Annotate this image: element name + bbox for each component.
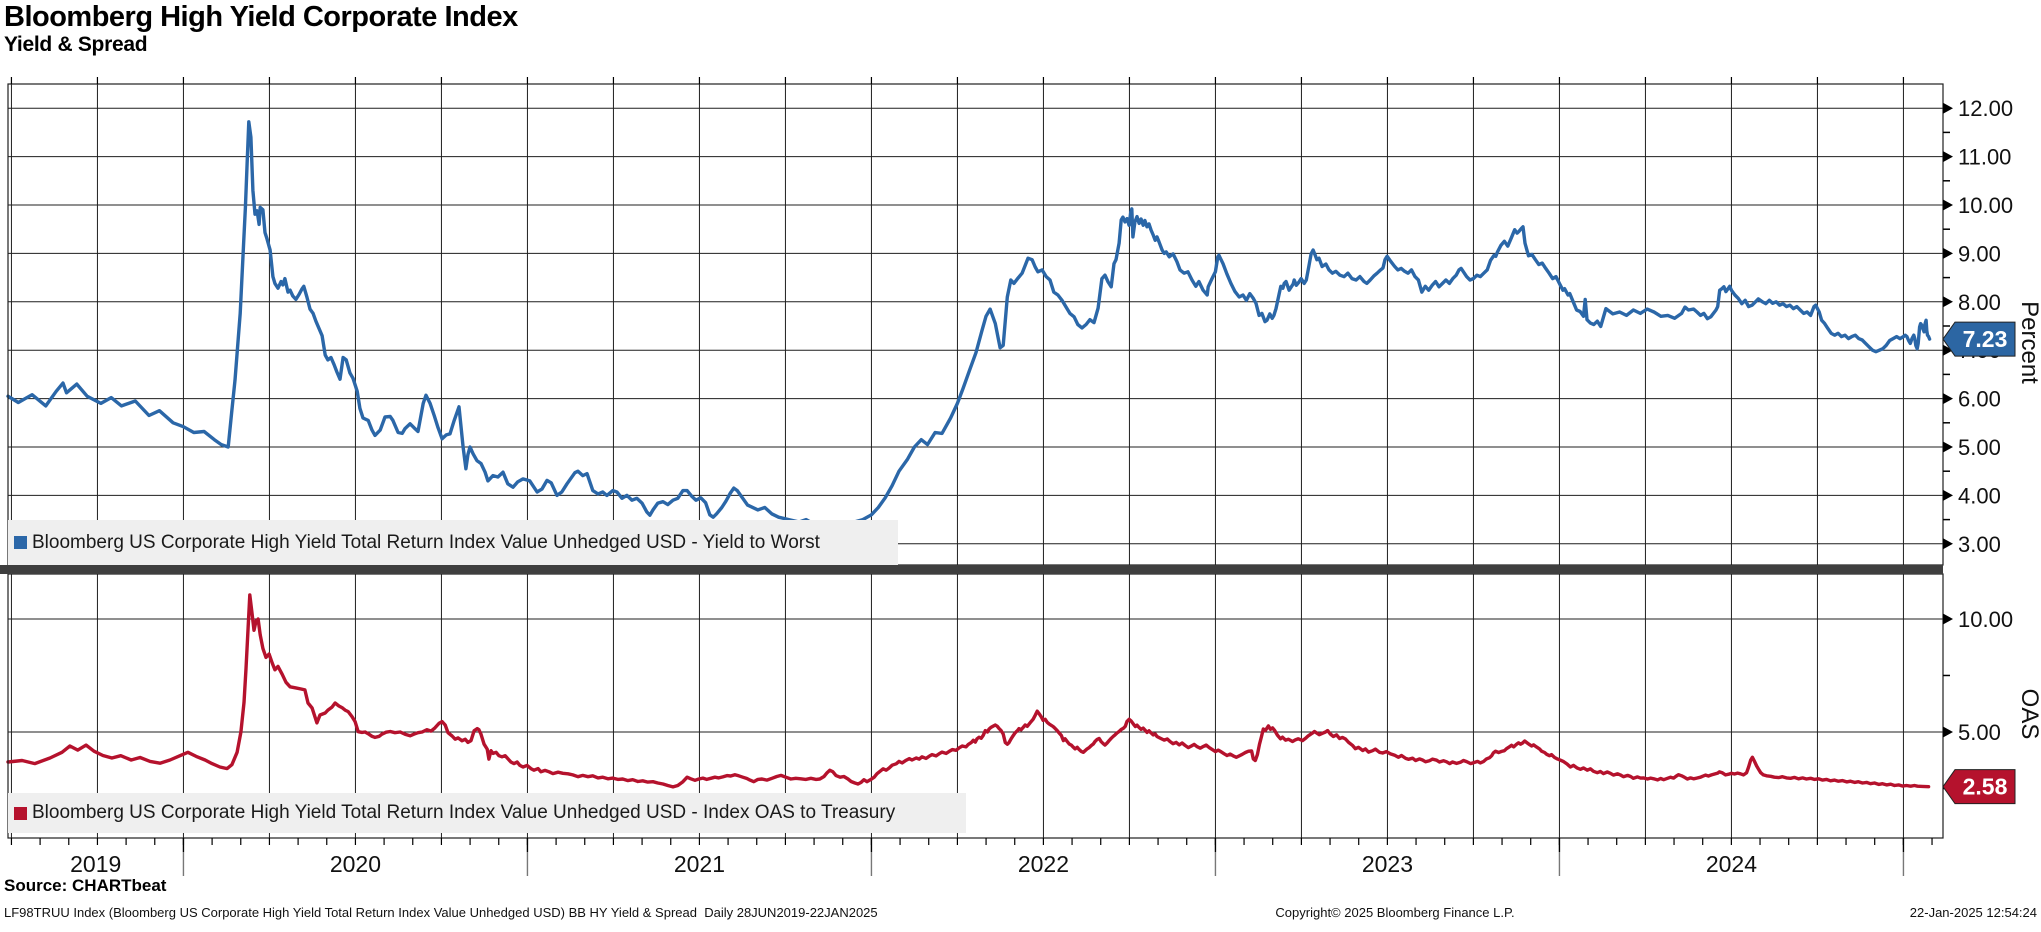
y-tick-arrow-icon — [1943, 296, 1953, 308]
y-tick-arrow-icon — [1943, 199, 1953, 211]
y-tick-arrow-icon — [1943, 247, 1953, 259]
y-tick-arrow-icon — [1943, 613, 1953, 625]
panel-divider — [0, 565, 1943, 574]
year-label: 2024 — [1706, 851, 1757, 877]
oas-last-value-badge — [1942, 769, 2016, 805]
y-tick-label: 10.00 — [1958, 607, 2013, 632]
y-tick-label: 6.00 — [1958, 387, 2001, 412]
yield-last-value-text: 7.23 — [1963, 326, 2008, 352]
footnote-index-description: LF98TRUU Index (Bloomberg US Corporate H… — [4, 905, 878, 920]
oas-last-value-text: 2.58 — [1963, 774, 2008, 800]
source-line: Source: CHARTbeat — [4, 876, 167, 895]
footnote-copyright: Copyright© 2025 Bloomberg Finance L.P. — [1275, 905, 1515, 920]
y-tick-arrow-icon — [1943, 393, 1953, 405]
y-tick-arrow-icon — [1943, 489, 1953, 501]
y-tick-label: 8.00 — [1958, 290, 2001, 315]
yield-legend-label: Bloomberg US Corporate High Yield Total … — [32, 531, 820, 553]
legend-oas[interactable]: Bloomberg US Corporate High Yield Total … — [8, 793, 966, 833]
y-tick-label: 5.00 — [1958, 720, 2001, 745]
year-label: 2023 — [1362, 851, 1413, 877]
y-tick-arrow-icon — [1943, 538, 1953, 550]
year-label: 2021 — [674, 851, 725, 877]
y-tick-label: 11.00 — [1958, 145, 2011, 170]
y-tick-arrow-icon — [1943, 441, 1953, 453]
page-subtitle: Yield & Spread — [4, 33, 148, 56]
plot-area[interactable] — [8, 84, 1943, 838]
y-tick-label: 4.00 — [1958, 483, 2001, 508]
oas-legend-label: Bloomberg US Corporate High Yield Total … — [32, 802, 896, 823]
oas-legend-swatch-icon — [14, 806, 27, 820]
yield-axis-title: Percent — [2016, 301, 2041, 384]
y-tick-label: 9.00 — [1958, 241, 2001, 266]
y-tick-label: 5.00 — [1958, 435, 2001, 460]
oas-axis-title: OAS — [2016, 689, 2041, 740]
yield-last-value-badge — [1942, 321, 2016, 357]
y-tick-label: 12.00 — [1958, 96, 2013, 121]
y-tick-arrow-icon — [1943, 102, 1953, 114]
yield-line[interactable] — [6, 120, 1932, 529]
legend-yield[interactable]: Bloomberg US Corporate High Yield Total … — [8, 520, 898, 565]
panel-yield: 3.004.005.006.007.008.009.0010.0011.0012… — [6, 83, 2041, 566]
y-tick-arrow-icon — [1943, 151, 1953, 163]
y-tick-arrow-icon — [1943, 726, 1953, 738]
y-tick-label: 3.00 — [1958, 532, 2001, 557]
year-label: 2022 — [1018, 851, 1069, 877]
page-title: Bloomberg High Yield Corporate Index — [4, 1, 518, 33]
footnote-timestamp: 22-Jan-2025 12:54:24 — [1909, 905, 2037, 920]
year-label: 2019 — [70, 851, 121, 877]
year-label: 2020 — [330, 851, 381, 877]
yield-legend-swatch-icon — [14, 536, 27, 549]
oas-line[interactable] — [6, 593, 1931, 789]
y-tick-arrow-icon — [1943, 344, 1953, 356]
y-tick-label: 10.00 — [1958, 193, 2013, 218]
